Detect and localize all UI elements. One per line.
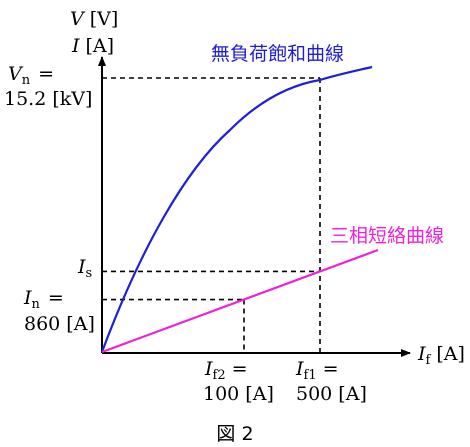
figure-caption: 図 2 — [216, 423, 253, 445]
no-load-curve-label: 無負荷飽和曲線 — [211, 43, 344, 65]
if2-value: 100 [A] — [203, 383, 274, 405]
if1-label: If1 = — [295, 358, 339, 383]
if1-value: 500 [A] — [296, 383, 367, 405]
dashed-guide-lines — [102, 77, 321, 352]
three-phase-short-circuit-curve — [101, 248, 379, 354]
is-label: Is — [77, 256, 92, 281]
vn-value: 15.2 [kV] — [4, 88, 92, 110]
if2-label: If2 = — [204, 358, 248, 383]
x-axis-label: If [A] — [417, 343, 465, 368]
y-axis-label-current: I [A] — [71, 35, 114, 57]
in-label: In = — [23, 287, 64, 312]
no-load-saturation-curve — [100, 65, 373, 353]
y-axis-label-voltage: V [V] — [70, 8, 118, 30]
in-value: 860 [A] — [24, 313, 95, 335]
vn-label: Vn = — [8, 63, 54, 88]
short-circuit-curve-label: 三相短絡曲線 — [330, 225, 444, 247]
